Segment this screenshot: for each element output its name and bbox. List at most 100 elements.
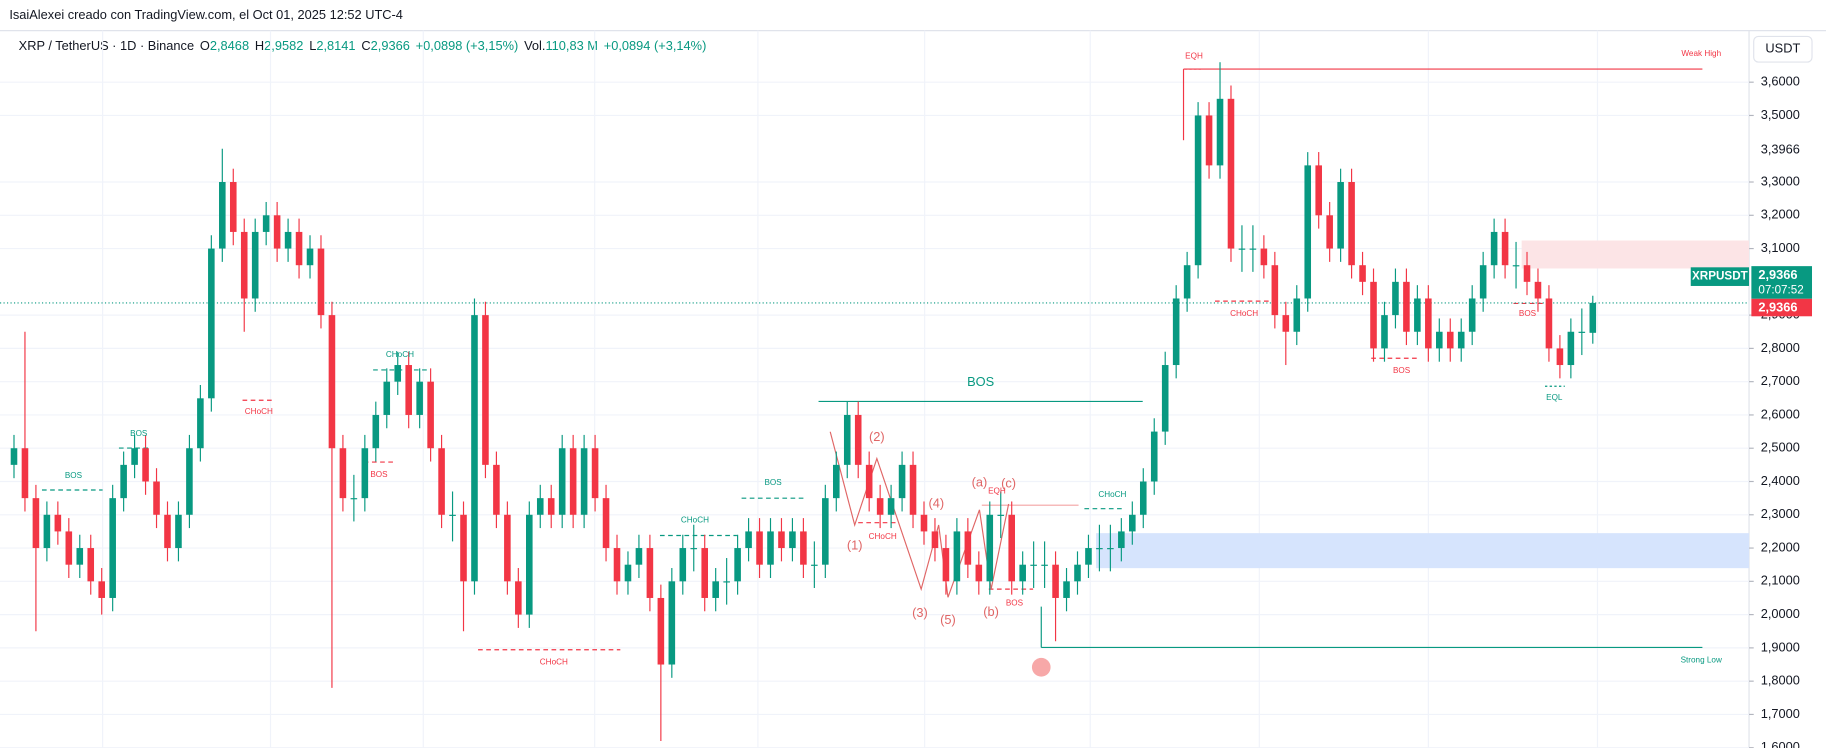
y-tick-label: 2,3000 — [1761, 506, 1800, 521]
candle-body — [109, 498, 116, 598]
candle-body — [591, 448, 599, 499]
candle-body — [438, 448, 445, 515]
currency-button[interactable] — [1753, 35, 1813, 63]
annotation: (a) — [972, 474, 988, 489]
candle-body — [1457, 331, 1465, 349]
candle-body — [1326, 215, 1333, 249]
candle-body — [1523, 265, 1531, 282]
currency-label[interactable]: USDT — [1765, 41, 1800, 56]
candle-body — [87, 548, 95, 582]
candle-body — [65, 531, 73, 565]
annotation: CHoCH — [1230, 309, 1258, 318]
y-tick-label: 1,9000 — [1761, 639, 1800, 654]
candle-body — [800, 531, 807, 565]
candle-body — [1479, 265, 1487, 299]
candle-body — [668, 581, 676, 665]
candle-body — [339, 448, 347, 499]
price-tag-label: 2,9366 — [1758, 267, 1797, 282]
candle-body — [1304, 165, 1312, 299]
candle-body — [843, 414, 851, 465]
demand-zone — [1096, 533, 1750, 569]
candle-body — [602, 498, 610, 549]
candle-body — [449, 514, 456, 516]
candle-body — [1348, 182, 1355, 266]
candle-body — [1359, 265, 1366, 282]
candle-body — [1129, 514, 1136, 532]
candle-body — [1293, 298, 1301, 332]
candle-body — [657, 597, 665, 665]
candle-body — [1074, 564, 1081, 582]
candle-body — [822, 498, 829, 565]
candle-body — [1216, 98, 1224, 166]
candle-body — [1446, 331, 1454, 349]
legend-symbol: XRP / TetherUS · 1D · Binance — [19, 38, 194, 53]
legend-value: 2,8141 — [316, 38, 355, 53]
candle-body — [745, 531, 752, 549]
candle-body — [909, 464, 917, 515]
annotation: BOS — [370, 470, 388, 479]
candle-body — [756, 531, 763, 565]
candle-body — [197, 398, 204, 449]
candle-body — [153, 481, 160, 515]
candle-body — [701, 548, 709, 598]
y-tick-label: 2,0000 — [1761, 606, 1800, 621]
annotation: BOS — [1519, 309, 1537, 318]
candle-body — [1414, 298, 1421, 332]
candle-body — [98, 581, 105, 598]
y-tick-label: 2,6000 — [1761, 406, 1800, 421]
candle-body — [328, 315, 336, 449]
annotation: (c) — [1001, 476, 1016, 491]
candle-body — [1260, 248, 1268, 266]
candle-body — [295, 231, 303, 266]
close-tag — [1751, 298, 1813, 317]
candle-body — [1567, 331, 1575, 366]
candle-body — [876, 498, 884, 515]
candle-body — [240, 231, 248, 299]
candle-body — [1436, 331, 1443, 349]
ticker-tag — [1690, 267, 1750, 286]
candle-body — [1315, 165, 1322, 216]
candle-body — [1556, 348, 1564, 366]
supply-zone — [1521, 240, 1750, 269]
y-tick-label: 3,5000 — [1761, 107, 1800, 122]
annotation: Weak High — [1681, 49, 1721, 58]
candle-body — [1403, 281, 1410, 332]
candle-body — [789, 531, 796, 549]
candle-body — [1052, 564, 1059, 598]
y-tick-label: 3,1000 — [1761, 240, 1800, 255]
candle-body — [482, 315, 489, 465]
candle-body — [778, 531, 785, 549]
annotation: CHoCH — [245, 407, 273, 416]
annotation: (1) — [847, 537, 863, 552]
header-credit: IsaiAlexei creado con TradingView.com, e… — [9, 7, 403, 22]
annotation: BOS — [764, 478, 782, 487]
candle-body — [416, 381, 423, 415]
candle-body — [1512, 265, 1520, 267]
annotation: (3) — [912, 605, 928, 620]
candle-body — [1139, 481, 1147, 515]
candle-body — [1589, 302, 1597, 333]
legend-value: 2,9582 — [264, 38, 303, 53]
candle-body — [767, 531, 774, 565]
price-mark-label: 3,3966 — [1761, 141, 1800, 156]
candle-body — [920, 514, 928, 532]
candle-body — [1249, 248, 1257, 250]
y-tick-label: 2,5000 — [1761, 440, 1800, 455]
candle-body — [1282, 315, 1290, 332]
candle-body — [219, 182, 226, 249]
candle-body — [975, 564, 983, 582]
candle-body — [1425, 298, 1432, 349]
annotation: EQL — [1546, 393, 1563, 402]
candle-body — [1271, 265, 1279, 316]
candle-body — [854, 414, 862, 465]
candle-body — [1545, 298, 1553, 349]
candle-body — [317, 248, 325, 316]
candle-body — [865, 464, 873, 499]
candle-body — [536, 498, 544, 515]
candle-body — [383, 381, 391, 415]
candle-body — [1096, 548, 1103, 550]
candle-body — [558, 448, 566, 515]
candle-body — [142, 448, 149, 482]
